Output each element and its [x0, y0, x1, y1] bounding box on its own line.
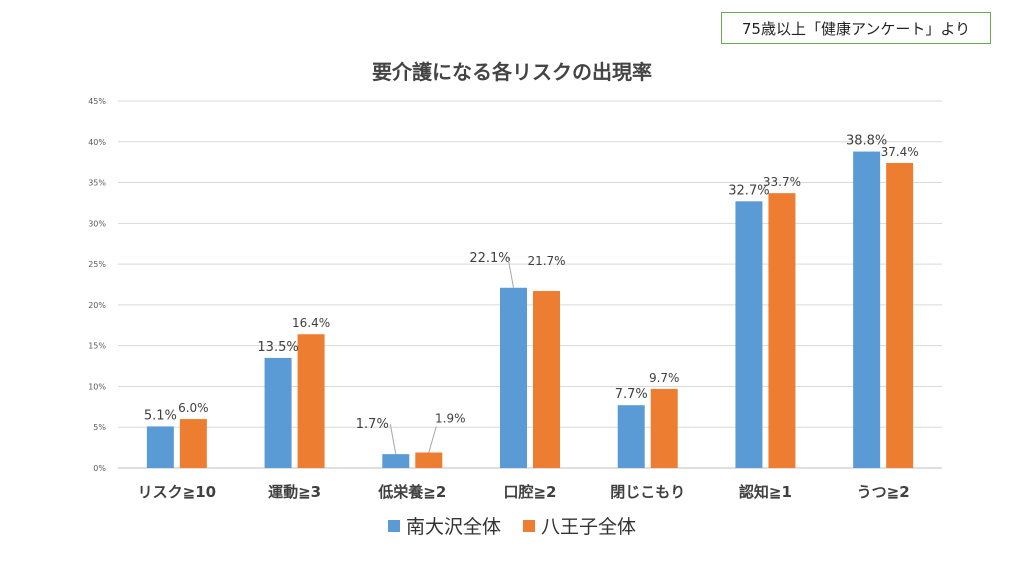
data-label-series-2: 16.4%	[292, 316, 330, 330]
legend: 南大沢全体 八王子全体	[0, 512, 1024, 539]
data-label-series-1: 32.7%	[728, 183, 769, 198]
data-label-series-2: 6.0%	[178, 401, 209, 415]
leader-line-series-2	[428, 426, 437, 453]
data-label-series-2: 37.4%	[881, 145, 919, 159]
data-label-series-2: 9.7%	[649, 371, 680, 385]
y-tick-label: 5%	[93, 423, 106, 432]
y-tick-label: 45%	[88, 97, 106, 106]
legend-label-series-1: 南大沢全体	[405, 516, 501, 538]
bar-series-1	[735, 201, 763, 468]
data-label-series-2: 21.7%	[527, 254, 565, 268]
chart-title: 要介護になる各リスクの出現率	[372, 60, 652, 84]
x-tick-label: うつ≧2	[857, 483, 910, 501]
y-tick-label: 30%	[88, 219, 106, 228]
bar-series-2	[886, 162, 914, 468]
bar-series-2	[533, 291, 560, 468]
y-tick-label: 10%	[88, 382, 106, 391]
legend-swatch-series-1	[387, 519, 400, 532]
x-tick-label: 認知≧1	[739, 483, 792, 501]
legend-label-series-2: 八王子全体	[541, 516, 637, 538]
data-label-series-1: 22.1%	[469, 251, 510, 266]
bar-series-2	[650, 388, 678, 468]
y-tick-label: 35%	[88, 179, 106, 188]
legend-item-series-1: 南大沢全体	[387, 512, 501, 539]
bar-series-1	[853, 151, 881, 468]
y-tick-label: 0%	[93, 464, 106, 473]
source-note: 75歳以上「健康アンケート」より	[721, 12, 991, 44]
data-label-series-2: 33.7%	[763, 175, 801, 189]
bar-series-2	[415, 452, 443, 468]
x-tick-label: 運動≧3	[268, 483, 321, 501]
x-tick-label: リスク≧10	[138, 483, 216, 501]
bar-series-1	[146, 426, 174, 468]
bar-series-1	[264, 357, 292, 468]
y-tick-label: 15%	[88, 342, 106, 351]
data-label-series-1: 5.1%	[144, 408, 177, 423]
bar-series-2	[297, 334, 325, 468]
bar-series-1	[617, 405, 645, 468]
bar-series-1	[382, 454, 410, 468]
legend-item-series-2: 八王子全体	[523, 512, 636, 539]
bar-series-2	[768, 193, 796, 468]
data-label-series-1: 1.7%	[356, 417, 389, 432]
leader-line-series-1	[507, 257, 514, 288]
data-label-series-1: 38.8%	[846, 134, 887, 149]
y-tick-label: 25%	[88, 260, 106, 269]
bar-series-1	[500, 287, 527, 468]
data-label-series-1: 13.5%	[257, 340, 298, 355]
data-label-series-2: 1.9%	[435, 412, 466, 426]
x-tick-label: 閉じこもり	[610, 483, 685, 501]
bar-series-2	[179, 419, 207, 468]
data-label-series-1: 7.7%	[615, 387, 648, 402]
y-tick-label: 20%	[88, 301, 106, 310]
legend-swatch-series-2	[523, 519, 535, 532]
x-tick-label: 口腔≧2	[503, 483, 556, 501]
y-tick-label: 40%	[88, 138, 106, 147]
leader-line-series-1	[389, 424, 397, 455]
x-tick-label: 低栄養≧2	[377, 483, 446, 501]
